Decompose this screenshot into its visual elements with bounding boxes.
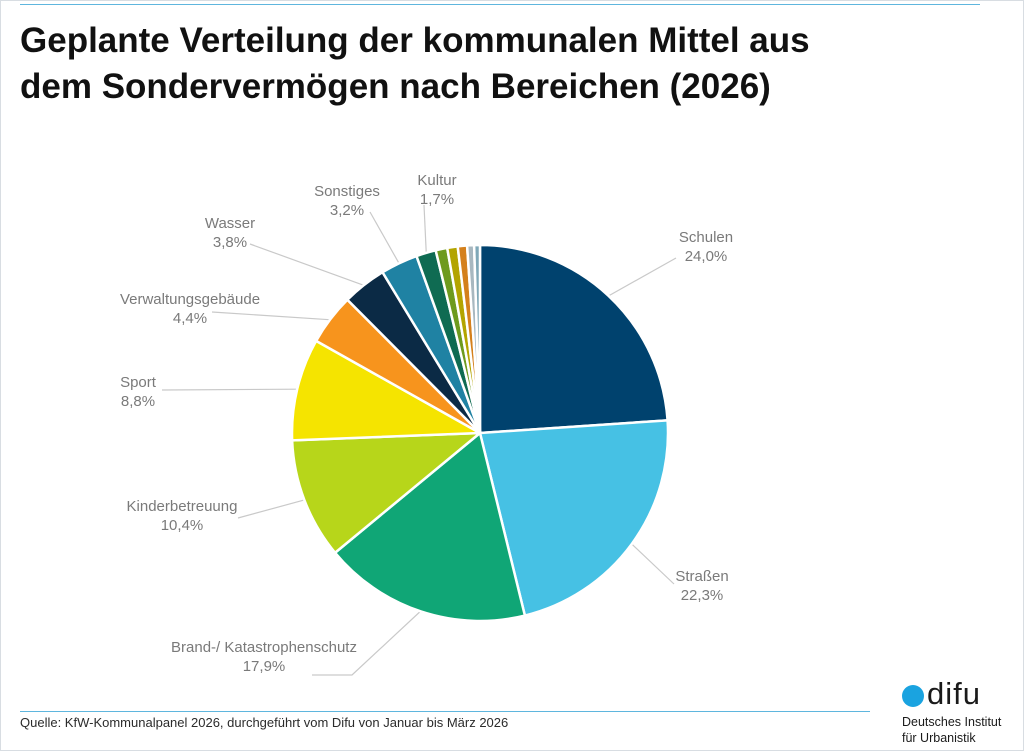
slice-label-schulen: Schulen xyxy=(679,229,733,246)
slice-label-brand-katastrophenschutz: Brand-/ Katastrophenschutz xyxy=(171,639,357,656)
slice-schulen xyxy=(478,243,669,435)
slice-sport xyxy=(290,339,482,442)
slice-value-wasser: 3,8% xyxy=(213,234,247,251)
leader-line-kinderbetreuung xyxy=(237,499,306,519)
leader-line-kultur xyxy=(423,204,427,254)
logo-line-2: für Urbanistik xyxy=(902,731,976,745)
difu-logo: difu Deutsches Institut für Urbanistik xyxy=(898,676,1018,748)
leader-line-straßen xyxy=(630,542,675,585)
slice-brand-katastrophenschutz xyxy=(333,431,527,623)
pie-slices xyxy=(290,243,670,623)
slice-straßen xyxy=(478,419,670,617)
chart-title: Geplante Verteilung der kommunalen Mitte… xyxy=(20,18,980,110)
logo-line-1: Deutsches Institut xyxy=(902,715,1002,729)
leader-line-wasser xyxy=(249,243,366,287)
slice-label-sport: Sport xyxy=(120,374,157,391)
chart-title-line-1: Geplante Verteilung der kommunalen Mitte… xyxy=(20,21,810,60)
slice-value-straßen: 22,3% xyxy=(681,587,724,604)
slice-value-verwaltungsgebäude: 4,4% xyxy=(173,310,207,327)
slice-label-kultur: Kultur xyxy=(417,172,456,189)
slice-label-verwaltungsgebäude: Verwaltungsgebäude xyxy=(120,291,260,308)
chart-title-line-2: dem Sondervermögen nach Bereichen (2026) xyxy=(20,67,771,106)
logo-institute-name: Deutsches Institut für Urbanistik xyxy=(902,714,1001,746)
slice-label-sonstiges: Sonstiges xyxy=(314,183,380,200)
leader-line-sport xyxy=(161,388,299,391)
slice-value-sonstiges: 3,2% xyxy=(330,202,364,219)
slice-value-sport: 8,8% xyxy=(121,393,155,410)
slice-value-kinderbetreuung: 10,4% xyxy=(161,517,204,534)
top-divider xyxy=(20,4,980,5)
slice-value-brand-katastrophenschutz: 17,9% xyxy=(243,658,286,675)
logo-dot-icon xyxy=(902,685,924,707)
leader-line-brand-katastrophenschutz xyxy=(312,610,422,676)
bottom-divider xyxy=(20,711,870,712)
slice-label-straßen: Straßen xyxy=(675,568,728,585)
leader-line-sonstiges xyxy=(369,211,401,265)
leader-line-schulen xyxy=(607,257,677,297)
slice-label-wasser: Wasser xyxy=(205,215,255,232)
logo-wordmark: difu xyxy=(927,676,981,711)
slice-label-kinderbetreuung: Kinderbetreuung xyxy=(127,498,238,515)
slice-labels: Schulen 24,0% Straßen 22,3% Brand-/ Katastro… xyxy=(120,172,733,675)
slice-unlabeled-13 xyxy=(472,243,482,435)
slice-kinderbetreuung xyxy=(290,431,482,555)
source-note: Quelle: KfW-Kommunalpanel 2026, durchgef… xyxy=(20,715,509,730)
slice-value-schulen: 24,0% xyxy=(685,248,728,265)
slice-value-kultur: 1,7% xyxy=(420,191,454,208)
leader-lines xyxy=(161,204,677,676)
leader-line-verwaltungsgebäude xyxy=(211,311,332,321)
